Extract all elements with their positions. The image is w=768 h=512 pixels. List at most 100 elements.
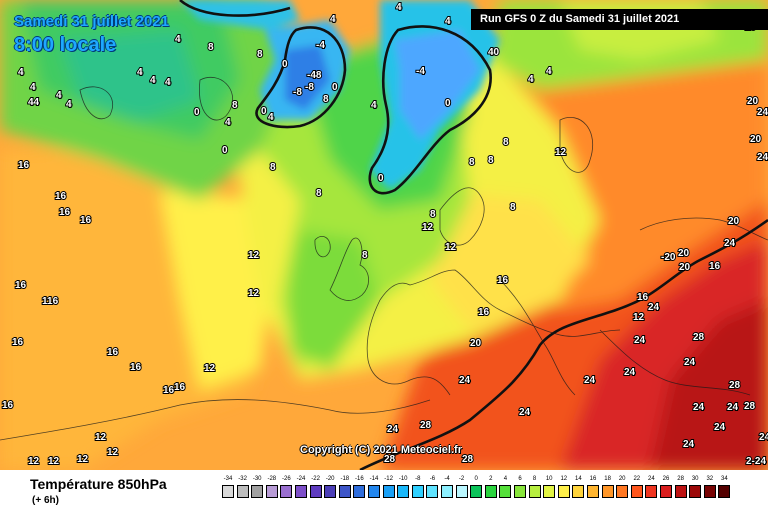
isotherm-label: 24 xyxy=(759,432,768,443)
isotherm-label: 24 xyxy=(727,402,739,413)
legend-value: 2 xyxy=(489,476,493,482)
legend-swatch xyxy=(251,485,264,498)
isotherm-label: 28 xyxy=(384,454,396,465)
isotherm-label: 16 xyxy=(709,261,721,272)
isotherm-label: 4 xyxy=(137,67,143,78)
legend-value: 10 xyxy=(545,476,553,482)
isotherm-label: 16 xyxy=(55,191,67,202)
isotherm-label: 8 xyxy=(503,137,509,148)
local-time-title: 8:00 locale xyxy=(14,34,117,56)
isotherm-label: 28 xyxy=(744,401,756,412)
isotherm-label: 28 xyxy=(420,420,432,431)
legend-swatch xyxy=(514,485,526,498)
isotherm-label: 0 xyxy=(194,107,200,118)
isotherm-label: 4 xyxy=(268,112,274,123)
isotherm-label: 16 xyxy=(174,382,186,393)
legend-value: 26 xyxy=(662,476,670,482)
legend-swatch xyxy=(280,485,293,498)
isotherm-label: 12 xyxy=(28,456,40,467)
legend-swatch xyxy=(441,485,453,498)
legend-value: -24 xyxy=(296,476,306,482)
legend-value: -18 xyxy=(340,476,350,482)
legend-value: -16 xyxy=(355,476,364,482)
isotherm-label: 4 xyxy=(330,14,336,25)
isotherm-label: 4 xyxy=(56,90,62,101)
isotherm-label: 12 xyxy=(633,312,645,323)
isotherm-label: 0 xyxy=(445,98,451,109)
legend-swatch xyxy=(718,485,731,498)
isotherm-label: 16 xyxy=(12,337,24,348)
legend-swatch xyxy=(236,485,249,498)
isotherm-label: 20 xyxy=(679,262,691,273)
isotherm-label: 24 xyxy=(519,407,531,418)
legend-swatch xyxy=(645,485,658,498)
isotherm-label: 12 xyxy=(555,147,567,158)
legend-value: -14 xyxy=(369,476,379,482)
isotherm-label: 8 xyxy=(488,155,494,166)
legend-value: -28 xyxy=(267,476,277,482)
legend-value: -34 xyxy=(223,476,233,482)
legend-value: -20 xyxy=(325,476,335,482)
legend-swatch xyxy=(411,485,424,498)
legend-value: 4 xyxy=(503,476,508,482)
isotherm-label: 8 xyxy=(232,100,238,111)
isotherm-label: 4 xyxy=(18,67,24,78)
isotherm-label: 0 xyxy=(282,59,288,70)
isotherm-label: 12 xyxy=(422,222,434,233)
legend-value: -8 xyxy=(415,476,421,482)
legend-swatch xyxy=(703,485,716,498)
legend-swatch xyxy=(470,485,483,498)
legend-swatch xyxy=(309,485,322,498)
isotherm-label: 24 xyxy=(648,302,660,313)
isotherm-label: 2-24 xyxy=(746,456,766,467)
isotherm-label: 4 xyxy=(528,74,534,85)
isotherm-label: -8 xyxy=(293,87,302,98)
isotherm-label: 12 xyxy=(48,456,60,467)
isotherm-label: 12 xyxy=(445,242,457,253)
isotherm-label: 16 xyxy=(478,307,490,318)
isotherm-label: 4 xyxy=(396,2,402,13)
legend-swatch xyxy=(616,485,629,498)
isotherm-label: 16 xyxy=(18,160,30,171)
legend-swatch xyxy=(265,485,278,498)
legend-value: -32 xyxy=(238,476,247,482)
isotherm-label: 4 xyxy=(66,99,72,110)
isotherm-label: 16 xyxy=(2,400,14,411)
isotherm-label: 12 xyxy=(107,447,119,458)
contour-lines xyxy=(179,0,768,470)
legend-value: 32 xyxy=(706,476,714,482)
isotherm-label: 24 xyxy=(624,367,636,378)
legend-value: 30 xyxy=(691,476,699,482)
legend-swatch xyxy=(338,485,351,498)
isotherm-label: 8 xyxy=(362,250,368,261)
isotherm-label: 24 xyxy=(757,107,768,118)
date-title: Samedi 31 juillet 2021 xyxy=(14,13,170,30)
legend-swatch xyxy=(426,485,439,498)
legend-value: -2 xyxy=(458,476,465,482)
legend-value: 6 xyxy=(518,476,522,482)
legend-swatch xyxy=(397,485,410,498)
isotherm-label: 16 xyxy=(15,280,27,291)
isotherm-label: 4 xyxy=(445,16,451,27)
isotherm-label: 24 xyxy=(693,402,705,413)
legend-swatch xyxy=(353,485,366,498)
legend-value: -26 xyxy=(282,476,291,482)
isotherm-label: 44 xyxy=(28,97,40,108)
legend-swatch xyxy=(484,485,497,498)
isotherm-label: 24 xyxy=(683,439,695,450)
isotherm-label: 12 xyxy=(77,454,89,465)
isotherm-label: 12 xyxy=(248,288,260,299)
isotherm-label: 16 xyxy=(107,347,119,358)
legend-swatch xyxy=(382,485,395,498)
legend-swatch xyxy=(455,485,468,498)
isotherm-label: 24 xyxy=(459,375,471,386)
isotherm-label: 20 xyxy=(728,216,740,227)
isotherm-label: 20 xyxy=(750,134,762,145)
legend-swatch xyxy=(324,485,337,498)
legend-value: 16 xyxy=(589,476,597,482)
isotherm-label: 28 xyxy=(693,332,705,343)
legend-swatch xyxy=(587,485,599,498)
isotherm-label: 24 xyxy=(724,238,736,249)
isotherm-label: 24 xyxy=(584,375,596,386)
